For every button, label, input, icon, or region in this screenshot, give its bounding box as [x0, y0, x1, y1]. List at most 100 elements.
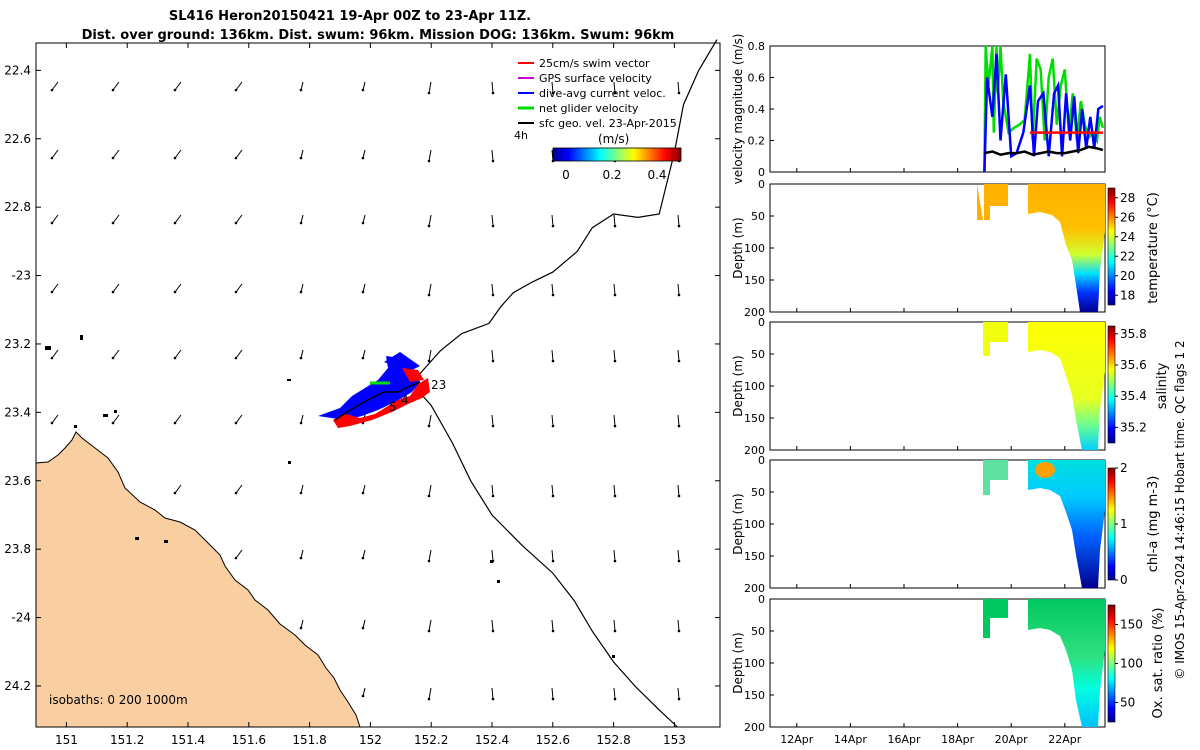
arrow-shaft: [551, 214, 554, 227]
arrow-head: [50, 356, 54, 360]
arrow-shaft: [300, 149, 304, 159]
arrow-head: [299, 88, 303, 92]
arrow-shaft: [362, 283, 366, 293]
time-tick-label: 16Apr: [887, 733, 921, 746]
arrow-head: [111, 88, 115, 92]
arrow-head: [50, 221, 54, 225]
arrow-shaft: [491, 283, 494, 296]
sfc-geo-vel-arrow: [299, 349, 304, 360]
arrow-shaft: [551, 81, 554, 94]
velocity-series-dive-avg-current-veloc-: [983, 53, 1104, 173]
swim-vector-track: [333, 378, 430, 428]
salinity-cbar-label: salinity: [1155, 362, 1170, 409]
cbar-tick-label: 35.6: [1120, 358, 1147, 372]
sfc-geo-vel-arrow: [299, 484, 304, 495]
sfc-geo-vel-arrow: [613, 549, 617, 563]
arrow-shaft: [235, 283, 243, 293]
sfc-geo-vel-arrow: [299, 414, 304, 425]
sfc-geo-vel-arrow: [427, 214, 432, 228]
sfc-geo-vel-arrow: [551, 214, 555, 228]
arrow-shaft: [428, 484, 432, 497]
arrow-head: [427, 159, 431, 163]
sfc-geo-vel-arrow: [173, 149, 182, 160]
sfc-geo-vel-arrow: [361, 549, 366, 560]
sfc-geo-vel-arrow: [111, 214, 120, 225]
salinity-panel: 0 50 100 150 200 35.8 35.6 35.4 35.2 Depth (m) s…: [731, 316, 1170, 457]
arrow-shaft: [428, 687, 432, 700]
map-y-tick-label: 22.4: [4, 63, 31, 77]
sfc-geo-vel-arrow: [677, 687, 681, 701]
velocity-y-tick-label: 0: [758, 166, 765, 179]
temperature-ylabel: Depth (m): [731, 217, 745, 278]
arrow-shaft: [300, 81, 304, 91]
sfc-geo-vel-arrow: [551, 414, 555, 428]
arrow-shaft: [428, 619, 432, 632]
velocity-ylabel: velocity magnitude (m/s): [731, 34, 745, 185]
arrow-head: [427, 91, 431, 95]
arrow-head: [427, 494, 431, 498]
arrow-head: [677, 494, 681, 498]
sfc-geo-vel-arrow: [234, 549, 243, 560]
map-panel: 23 4 5 25cm/s swim vector GPS surface ve…: [4, 39, 721, 747]
map-x-tick-label: 153: [663, 733, 686, 747]
arrow-shaft: [51, 283, 59, 293]
arrow-head: [111, 290, 115, 294]
cbar-tick-label: 2: [1120, 461, 1128, 475]
sfc-geo-vel-arrow: [361, 687, 366, 698]
arrow-shaft: [491, 349, 494, 362]
cbar-tick-label: 150: [1120, 618, 1143, 632]
map-y-tick-label: 22.8: [4, 200, 31, 214]
sfc-geo-vel-arrow: [551, 283, 555, 297]
depth-tick-label: 100: [744, 242, 765, 255]
cbar-tick-label: 24: [1120, 230, 1135, 244]
arrow-shaft: [112, 214, 120, 224]
arrow-shaft: [491, 414, 494, 427]
arrow-shaft: [112, 349, 120, 359]
depth-tick-label: 200: [744, 306, 765, 319]
arrow-head: [299, 356, 303, 360]
sfc-geo-vel-arrow: [299, 283, 304, 294]
velocity-series-sfc-geo-vel-: [984, 145, 1104, 156]
arrow-shaft: [235, 214, 243, 224]
sfc-geo-vel-arrow: [613, 349, 617, 363]
map-x-tick-label: 151.4: [171, 733, 205, 747]
map-frame: [35, 42, 721, 728]
arrow-head: [613, 224, 617, 228]
arrow-shaft: [174, 214, 182, 224]
map-y-tick-label: 22.6: [4, 132, 31, 146]
track-label-4: 4: [401, 393, 409, 407]
map-x-tick-label: 152.2: [414, 733, 448, 747]
arrow-shaft: [677, 484, 680, 497]
arrow-head: [491, 424, 495, 428]
arrow-head: [361, 491, 365, 495]
sfc-geo-vel-arrow: [613, 81, 617, 95]
sfc-geo-vel-arrow: [173, 214, 182, 225]
legend-dive-label: dive-avg current veloc.: [539, 87, 666, 100]
imos-credit: © IMOS 15-Apr-2024 14:46:15 Hobart time.…: [1173, 340, 1187, 679]
legend-geo: sfc geo. vel. 23-Apr-2015: [518, 117, 677, 130]
cbar-tick-label: 18: [1120, 288, 1135, 302]
sfc-geo-vel-arrow: [427, 549, 432, 563]
velocity-y-tick-label: 0.4: [748, 103, 766, 116]
sfc-geo-vel-arrow: [173, 414, 182, 425]
arrow-head: [361, 626, 365, 630]
arrow-head: [173, 221, 177, 225]
arrow-head: [613, 697, 617, 701]
arrow-head: [173, 156, 177, 160]
arrow-head: [491, 359, 495, 363]
sfc-geo-vel-arrow: [361, 81, 366, 92]
arrow-head: [427, 293, 431, 297]
title-line2: Dist. over ground: 136km. Dist. swum: 96…: [82, 28, 675, 43]
arrow-shaft: [677, 214, 680, 227]
arrow-shaft: [174, 484, 182, 494]
arrow-shaft: [51, 81, 59, 91]
chl-ticks: 0 50 100 150 200 2 1 0: [744, 454, 1128, 595]
track-label-23: 23: [431, 378, 446, 392]
arrow-head: [551, 224, 555, 228]
arrow-head: [50, 290, 54, 294]
sfc-geo-vel-arrow: [173, 349, 182, 360]
time-tick-label: 12Apr: [780, 733, 814, 746]
arrow-shaft: [174, 349, 182, 359]
depth-tick-label: 50: [751, 625, 765, 638]
sfc-geo-vel-arrow: [234, 214, 243, 225]
